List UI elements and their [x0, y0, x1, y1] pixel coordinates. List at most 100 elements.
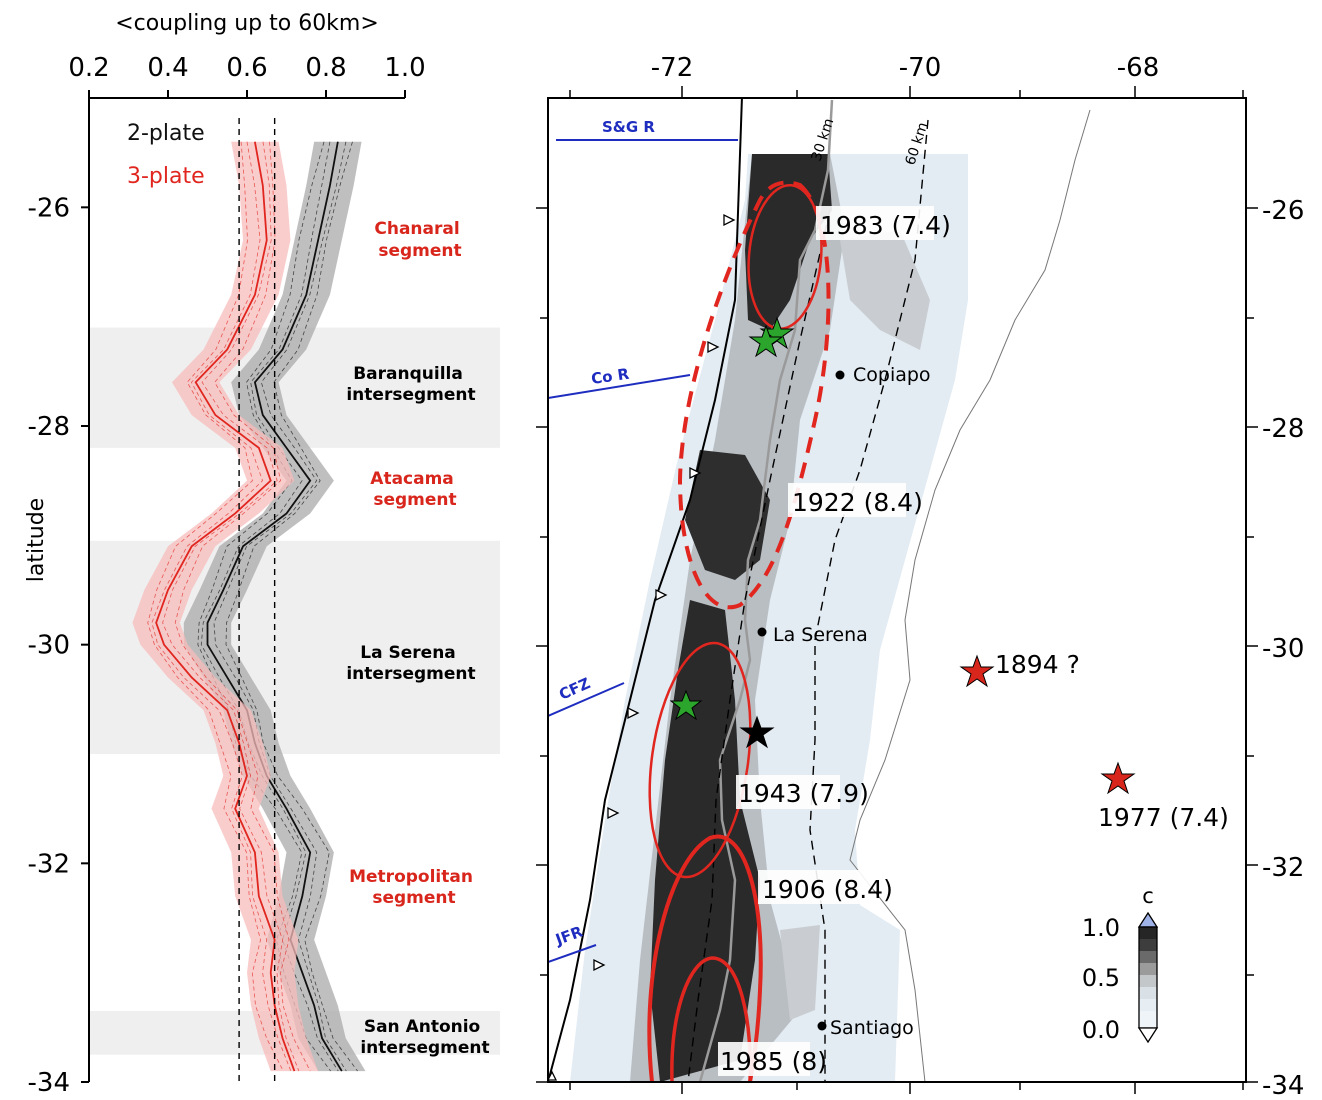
epicenter-stars — [669, 316, 1136, 795]
contour-30km-dashed — [687, 209, 831, 1082]
coupling-high-atacama — [685, 450, 770, 580]
city-marker — [757, 627, 767, 637]
series-3-plate — [132, 141, 319, 1072]
colorbar-step — [1139, 963, 1157, 975]
map-ytick-label-26: -26 — [1262, 196, 1304, 226]
legend-two-plate: 2-plate — [127, 121, 205, 146]
left-y-ticks: -26 -28 -30 -32 -34 — [28, 193, 89, 1098]
city-marker — [835, 370, 845, 380]
segment-label-atacama: Atacama segment — [370, 469, 459, 510]
map-tick-marks — [536, 86, 1258, 1094]
map-xtick-label-72: -72 — [651, 53, 693, 83]
colorbar-top-triangle — [1137, 911, 1159, 928]
city-copiapo: Copiapo — [835, 364, 931, 386]
city-label-copiapo: Copiapo — [853, 364, 931, 386]
segment-label-chanaral: Chanaral segment — [374, 219, 465, 261]
star-icon-red-1894 — [959, 654, 995, 688]
eq-label-1894: 1894 ? — [995, 650, 1080, 679]
coupling-field-mid-south — [780, 925, 820, 1020]
contour-30km — [698, 99, 834, 1082]
rupture-1985 — [670, 956, 752, 1082]
rupture-1906 — [647, 834, 763, 1082]
y-tick-label: -30 — [28, 631, 70, 661]
colorbar: c 1.0 0.5 0.0 — [1082, 884, 1159, 1044]
segment-label-baranquilla: Baranquilla intersegment — [346, 364, 475, 405]
ensemble-member — [174, 141, 311, 1072]
x-tick-label: 0.8 — [305, 53, 346, 83]
ridge-label-sg: S&G R — [602, 118, 655, 136]
colorbar-step — [1139, 927, 1157, 939]
segment-labels: Chanaral segment Baranquilla intersegmen… — [346, 219, 489, 1058]
city-label-la-serena: La Serena — [773, 624, 868, 646]
city-la-serena: La Serena — [757, 624, 868, 646]
ridge-co — [548, 374, 691, 399]
left-y-axis-label: latitude — [24, 498, 49, 582]
eq-label-1906: 1906 (8.4) — [762, 875, 893, 904]
ridge-cfz — [548, 682, 625, 717]
y-tick-label: -32 — [28, 849, 70, 879]
map-xtick-label-68: -68 — [1117, 53, 1159, 83]
label-halo — [718, 1042, 810, 1076]
coupling-profile-panel: <coupling up to 60km> 0.2 0.4 0.6 0.8 1.0 -2… — [24, 11, 500, 1098]
segment-label-la-serena: La Serena intersegment — [346, 643, 475, 684]
rupture-1943 — [648, 641, 752, 879]
eq-label-1943: 1943 (7.9) — [738, 779, 869, 808]
colorbar-tick-05: 0.5 — [1082, 964, 1120, 992]
label-halo — [816, 206, 934, 240]
colorbar-step — [1139, 987, 1157, 999]
ridges — [548, 139, 738, 963]
rupture-1922 — [677, 180, 831, 610]
coupling-series — [132, 141, 366, 1072]
uncertainty-band — [132, 141, 319, 1072]
colorbar-step — [1139, 1011, 1157, 1028]
segment-label-san-antonio: San Antonio intersegment — [360, 1017, 489, 1058]
colorbar-step — [1139, 975, 1157, 987]
map-panel: -72 -70 -68 -26 -28 -30 -32 -34 S&G R Co… — [536, 53, 1304, 1100]
star-icon-red-1977 — [1100, 761, 1136, 795]
segment-label-metropolitan: Metropolitan segment — [349, 867, 479, 908]
y-tick-label: -28 — [28, 412, 70, 442]
eq-label-1922: 1922 (8.4) — [792, 488, 923, 517]
label-halo — [758, 870, 872, 904]
eq-label-1985: 1985 (8) — [720, 1047, 827, 1076]
ensemble-member — [151, 141, 292, 1072]
map-ytick-label-34: -34 — [1262, 1071, 1304, 1100]
colorbar-title: c — [1142, 884, 1154, 908]
y-tick-label: -26 — [28, 193, 70, 223]
left-panel-title: <coupling up to 60km> — [115, 11, 379, 36]
eq-label-1977: 1977 (7.4) — [1098, 803, 1229, 832]
contour-60km — [809, 119, 929, 1082]
x-tick-label: 1.0 — [384, 53, 425, 83]
map-ytick-label-30: -30 — [1262, 634, 1304, 664]
ensemble-member — [147, 141, 284, 1072]
ensemble-member — [213, 141, 347, 1072]
left-x-ticks: 0.2 0.4 0.6 0.8 1.0 — [68, 53, 426, 98]
y-tick-label: -34 — [28, 1068, 70, 1098]
colorbar-step — [1139, 939, 1157, 951]
ridge-label-co: Co R — [590, 365, 631, 388]
colorbar-tick-0: 0.0 — [1082, 1016, 1120, 1044]
star-icon-black — [739, 715, 775, 749]
colorbar-bottom-triangle — [1137, 1027, 1159, 1044]
earthquake-labels: 1983 (7.4) 1922 (8.4) 1943 (7.9) 1906 (8… — [718, 206, 1229, 1076]
trench-teeth — [548, 213, 736, 1081]
legend-three-plate: 3-plate — [127, 164, 205, 189]
map-ytick-label-32: -32 — [1262, 853, 1304, 883]
colorbar-tick-1: 1.0 — [1082, 914, 1120, 942]
uncertainty-band — [183, 141, 366, 1072]
map-frame — [547, 97, 1247, 1083]
series-line — [155, 141, 296, 1072]
star-icon-green-2 — [748, 324, 784, 358]
ensemble-member — [162, 141, 300, 1072]
x-tick-label: 0.6 — [226, 53, 267, 83]
colorbar-step — [1139, 999, 1157, 1011]
label-halo — [736, 775, 840, 809]
x-tick-label: 0.4 — [147, 53, 188, 83]
map-ytick-label-28: -28 — [1262, 414, 1304, 444]
ridge-jfr — [548, 944, 597, 963]
x-tick-label: 0.2 — [68, 53, 109, 83]
colorbar-step — [1139, 951, 1157, 963]
map-xtick-label-70: -70 — [899, 53, 941, 83]
coupling-field-mid-east — [840, 230, 930, 350]
